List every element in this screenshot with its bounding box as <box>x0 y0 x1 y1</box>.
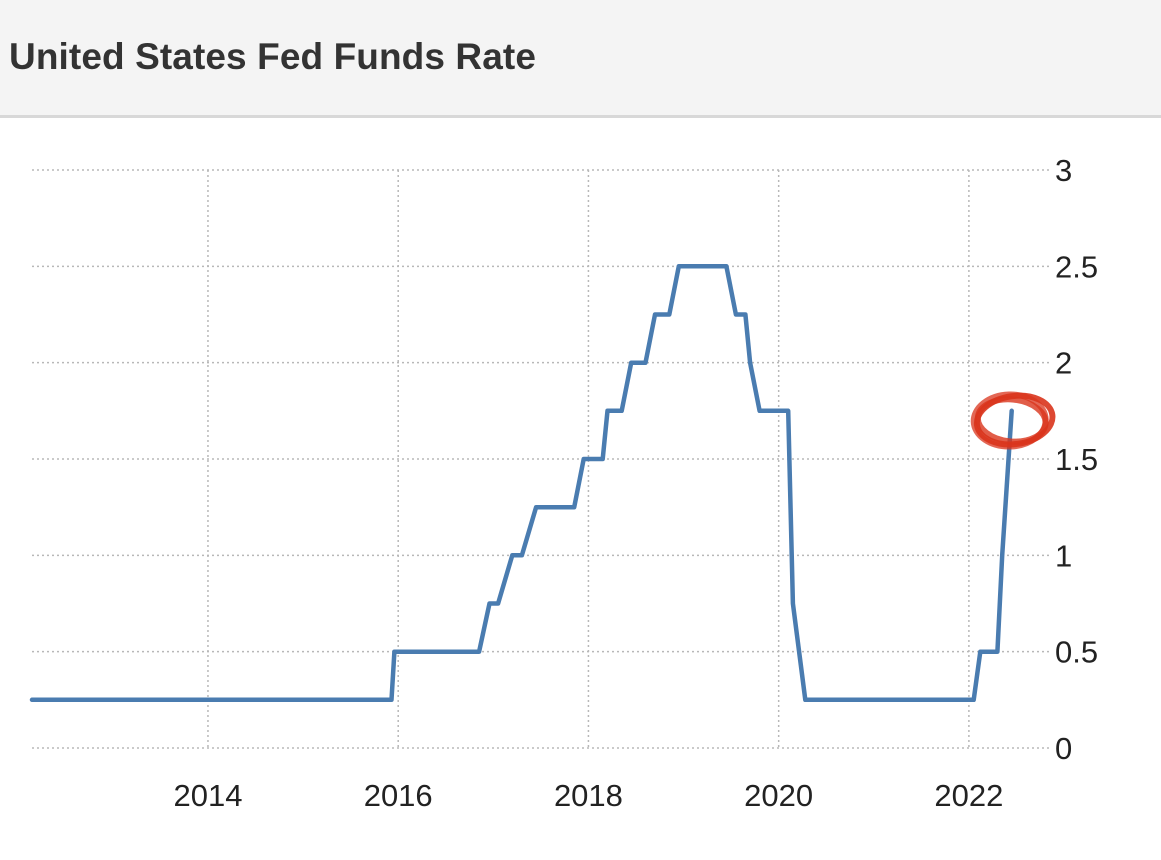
rate-series-line <box>29 264 1014 703</box>
x-tick-label: 2020 <box>744 778 813 813</box>
x-tick-label: 2016 <box>364 778 433 813</box>
y-tick-label: 0.5 <box>1055 635 1098 670</box>
x-tick-label: 2022 <box>934 778 1003 813</box>
page-title: United States Fed Funds Rate <box>9 36 537 77</box>
hand-drawn-circle-annotation <box>970 391 1056 450</box>
y-tick-label: 0 <box>1055 731 1072 766</box>
y-tick-label: 1 <box>1055 538 1072 573</box>
y-tick-label: 3 <box>1055 153 1072 188</box>
y-tick-label: 1.5 <box>1055 442 1098 477</box>
chart-header: United States Fed Funds Rate <box>0 0 1161 118</box>
x-tick-label: 2018 <box>554 778 623 813</box>
y-tick-label: 2 <box>1055 346 1072 381</box>
x-tick-label: 2014 <box>173 778 242 813</box>
fed-funds-rate-chart: 0 0.5 1 1.5 2 2.5 3 2014 2016 2018 2020 2022 <box>29 153 1098 813</box>
annotation-stroke <box>970 391 1049 450</box>
y-tick-label: 2.5 <box>1055 249 1098 284</box>
